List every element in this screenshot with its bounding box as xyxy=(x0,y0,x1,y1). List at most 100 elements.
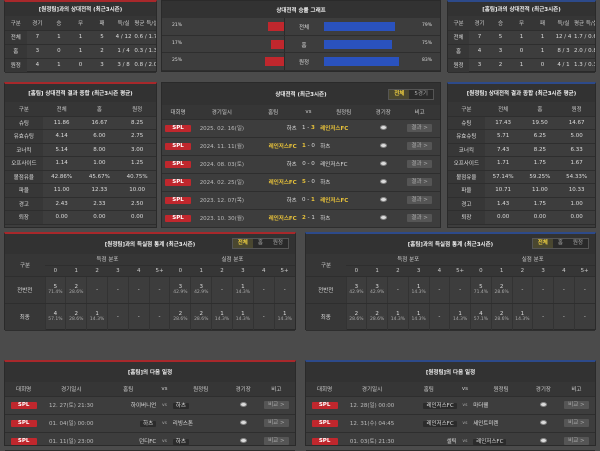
schedule-row: SPL 12. 31(수) 04:45 레인저스FC vs 세인트미렌 비교 > xyxy=(306,414,595,433)
goals-cell: 1 14.3% xyxy=(387,303,409,331)
away-team: 하츠 xyxy=(172,403,189,409)
column-header: 홈 xyxy=(80,102,119,117)
table-cell: 3 xyxy=(91,58,113,73)
summary-home-table: 구분 전체 홈 원정 슈팅 11.86 16.67 8.25 유효슈팅 4.14 6.00 2.75 코… xyxy=(5,102,156,225)
count: - xyxy=(562,313,565,320)
toggle-all[interactable]: 전체 xyxy=(232,239,253,248)
stadium-icon[interactable] xyxy=(379,196,387,202)
percent: 14.3% xyxy=(277,317,292,322)
away-score: 0 xyxy=(311,161,315,167)
toggle-home[interactable]: 홈 xyxy=(257,240,263,246)
home-team-cell: 하츠 xyxy=(100,414,157,433)
league-cell: SPL xyxy=(306,414,344,433)
panel-title: [홈팀]의 다음 일정 xyxy=(5,362,295,382)
compare-button[interactable]: 비교 > xyxy=(264,401,289,409)
percent: 28.6% xyxy=(69,317,84,322)
stadium-icon[interactable] xyxy=(379,160,387,166)
count: 2 xyxy=(178,311,183,317)
stadium-icon[interactable] xyxy=(379,142,387,148)
panel-title: [홈팀] 상대전적 결과 종합 (최근3시즌 평균) xyxy=(5,84,156,102)
table-cell: 6.25 xyxy=(521,129,559,144)
toggle-5games[interactable]: 5경기 xyxy=(414,91,428,97)
league-cell: SPL xyxy=(162,119,195,138)
note-cell: 결과 > xyxy=(399,191,440,210)
row-label: 퇴장 xyxy=(448,210,485,225)
match-date: 01. 03(토) 21:30 xyxy=(343,432,401,451)
note-cell: 결과 > xyxy=(399,209,440,228)
away-team: 하츠 xyxy=(172,439,189,445)
column-header: 경기 xyxy=(469,16,490,31)
toggle-all[interactable]: 전체 xyxy=(389,90,410,99)
goals-cell: - xyxy=(148,276,170,304)
row-label: 볼점유율 xyxy=(448,170,485,184)
toggle-home[interactable]: 홈 xyxy=(557,240,563,246)
summary-away-panel: [원정팀] 상대전적 결과 종합 (최근3시즌 평균) 구분 전체 홈 원정 슈팅 17.… xyxy=(447,82,596,228)
panel-title: [원정팀] 상대전적 결과 종합 (최근3시즌 평균) xyxy=(448,84,595,102)
score: 5 - 0 xyxy=(296,173,321,192)
right-percent: 79% xyxy=(421,23,432,28)
compare-button[interactable]: 비교 > xyxy=(564,401,589,409)
league-badge: SPL xyxy=(165,142,192,150)
stadium-icon[interactable] xyxy=(379,214,387,220)
result-button[interactable]: 결과 > xyxy=(407,214,432,222)
table-cell: 1.75 xyxy=(521,156,559,171)
row-label: 경고 xyxy=(5,197,43,211)
panel-title: 상대전적 승률 그래프 xyxy=(162,1,440,18)
result-button[interactable]: 결과 > xyxy=(407,178,432,186)
count: - xyxy=(96,286,99,293)
home-score: 1 xyxy=(302,125,306,131)
stadium-icon[interactable] xyxy=(539,401,547,407)
league-cell: SPL xyxy=(306,396,344,415)
away-team: 레인저스FC xyxy=(320,119,368,138)
column-header: 평균 득/실 xyxy=(134,16,156,31)
vs-label: vs xyxy=(456,396,474,415)
toggle-all[interactable]: 전체 xyxy=(532,239,553,248)
compare-button[interactable]: 비교 > xyxy=(264,437,289,445)
goals-cell: 1 14.3% xyxy=(273,303,295,331)
score: 0 - 1 xyxy=(296,191,321,210)
result-button[interactable]: 결과 > xyxy=(407,160,432,168)
count: 1 xyxy=(396,311,400,317)
bucket-header: 2 xyxy=(211,265,233,277)
count: 2 xyxy=(499,311,504,317)
table-row: 파울 11.00 12.33 10.00 xyxy=(5,183,156,198)
league-badge: SPL xyxy=(165,160,192,168)
count: 1 xyxy=(416,311,421,317)
stadium-icon[interactable] xyxy=(539,437,547,443)
stadium-icon[interactable] xyxy=(539,419,547,425)
left-percent: 25% xyxy=(172,58,183,63)
goals-cell: - xyxy=(532,303,554,331)
result-button[interactable]: 결과 > xyxy=(407,196,432,204)
table-cell: 1.00 xyxy=(80,156,119,171)
panel-title: [홈팀]과의 득실점 통계 (최근3시즌) 전체 홈 원정 xyxy=(306,234,595,254)
stadium-cell xyxy=(367,173,400,192)
goals-cell: - xyxy=(428,276,450,304)
table-cell: 0.00 xyxy=(484,210,522,225)
toggle-away[interactable]: 원정 xyxy=(272,240,283,246)
bucket-header: 1 xyxy=(65,265,87,277)
compare-button[interactable]: 비교 > xyxy=(564,419,589,427)
goals-cell: 2 28.6% xyxy=(345,303,367,331)
row-label: 전체 xyxy=(5,30,27,45)
column-header: 경기일시 xyxy=(343,382,401,397)
compare-button[interactable]: 비교 > xyxy=(264,419,289,427)
compare-button[interactable]: 비교 > xyxy=(564,437,589,445)
count: 3 xyxy=(199,284,203,290)
toggle-away[interactable]: 원정 xyxy=(572,240,583,246)
table-row: 경고 1.43 1.75 1.00 xyxy=(448,197,595,211)
stadium-icon[interactable] xyxy=(239,401,247,407)
result-button[interactable]: 결과 > xyxy=(407,124,432,132)
result-button[interactable]: 결과 > xyxy=(407,142,432,150)
count: 1 xyxy=(241,284,245,290)
stadium-icon[interactable] xyxy=(379,178,387,184)
stadium-icon[interactable] xyxy=(379,124,387,130)
stadium-icon[interactable] xyxy=(239,419,247,425)
league-cell: SPL xyxy=(162,137,195,156)
stadium-icon[interactable] xyxy=(239,437,247,443)
table-cell: 1.14 xyxy=(42,156,81,171)
goals-cell: - xyxy=(86,276,108,304)
league-badge: SPL xyxy=(165,124,192,132)
divider xyxy=(284,18,285,35)
home-team-cell: 레인저스FC xyxy=(400,414,457,433)
